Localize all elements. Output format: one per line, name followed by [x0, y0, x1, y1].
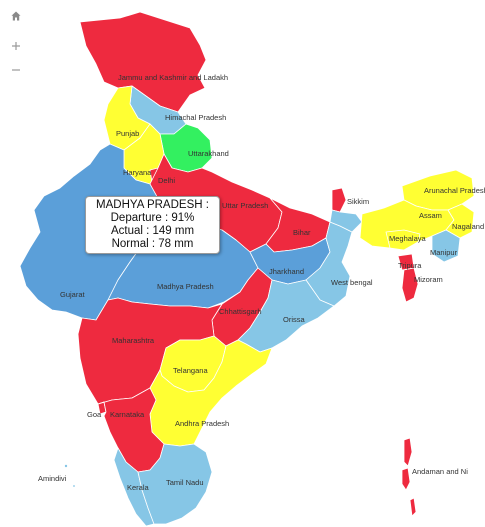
label-assam: Assam [419, 211, 442, 220]
label-uttar-pradesh: Uttar Pradesh [222, 201, 269, 210]
region-amindivi-2[interactable] [72, 484, 76, 488]
label-himachal-pradesh: Himachal Pradesh [165, 113, 227, 122]
zoom-out-button[interactable] [6, 60, 26, 80]
label-nagaland: Nagaland [452, 222, 485, 231]
region-andaman-and-nicobar[interactable] [403, 437, 413, 467]
label-haryana: Haryana [123, 168, 152, 177]
label-jharkhand: Jharkhand [269, 267, 305, 276]
region-manipur[interactable] [431, 229, 461, 263]
region-andaman-and-nicobar-2[interactable] [401, 467, 411, 491]
plus-icon [12, 42, 20, 50]
label-andhra-pradesh: Andhra Pradesh [175, 419, 230, 428]
region-andaman-and-nicobar-3[interactable] [409, 497, 417, 517]
label-meghalaya: Meghalaya [389, 234, 426, 243]
region-orissa[interactable] [237, 279, 335, 353]
region-kerala[interactable] [113, 447, 155, 527]
label-maharashtra: Maharashtra [112, 336, 155, 345]
region-mizoram[interactable] [401, 267, 419, 303]
home-icon [11, 11, 21, 21]
label-andaman-and-nicobar: Andaman and Ni [412, 467, 468, 476]
label-arunachal-pradesh: Arunachal Pradesh [424, 186, 485, 195]
tooltip-normal: Normal : 78 mm [111, 238, 194, 250]
label-west-bengal: West bengal [331, 278, 373, 287]
minus-icon [12, 69, 20, 71]
region-sikkim[interactable] [331, 187, 347, 213]
region-amindivi[interactable] [64, 463, 69, 468]
zoom-in-button[interactable] [6, 36, 26, 56]
label-tripura: Tripura [398, 261, 422, 270]
label-orissa: Orissa [283, 315, 305, 324]
label-telangana: Telangana [173, 366, 208, 375]
label-bihar: Bihar [293, 228, 311, 237]
home-button[interactable] [6, 6, 26, 26]
label-delhi: Delhi [158, 176, 176, 185]
label-kerala: Kerala [127, 483, 149, 492]
label-karnataka: Karnataka [110, 410, 145, 419]
label-gujarat: Gujarat [60, 290, 85, 299]
label-uttarakhand: Uttarakhand [188, 149, 229, 158]
label-mizoram: Mizoram [414, 275, 443, 284]
label-amindivi: Amindivi [38, 474, 67, 483]
tooltip-actual: Actual : 149 mm [110, 225, 195, 237]
region-jammu-and-kashmir-and-ladakh[interactable] [79, 11, 207, 113]
label-manipur: Manipur [430, 248, 458, 257]
label-sikkim: Sikkim [347, 197, 370, 206]
label-punjab: Punjab [116, 129, 140, 138]
label-chhattisgarh: Chhattisgarh [219, 307, 262, 316]
label-madhya-pradesh: Madhya Pradesh [157, 282, 214, 291]
region-west-bengal[interactable] [305, 221, 353, 307]
region-meghalaya[interactable] [385, 229, 421, 251]
region-nagaland[interactable] [445, 203, 475, 239]
region-west-bengal-north[interactable] [329, 209, 363, 233]
tooltip-state: MADHYA PRADESH : [96, 199, 209, 211]
region-tamil-nadu[interactable] [137, 443, 213, 525]
label-tamil-nadu: Tamil Nadu [166, 478, 204, 487]
label-goa: Goa [87, 410, 102, 419]
region-tooltip: MADHYA PRADESH : Departure : 91% Actual … [85, 196, 220, 254]
tooltip-departure: Departure : 91% [110, 212, 195, 224]
label-jammu-and-kashmir-and-ladakh: Jammu and Kashmir and Ladakh [118, 73, 229, 82]
